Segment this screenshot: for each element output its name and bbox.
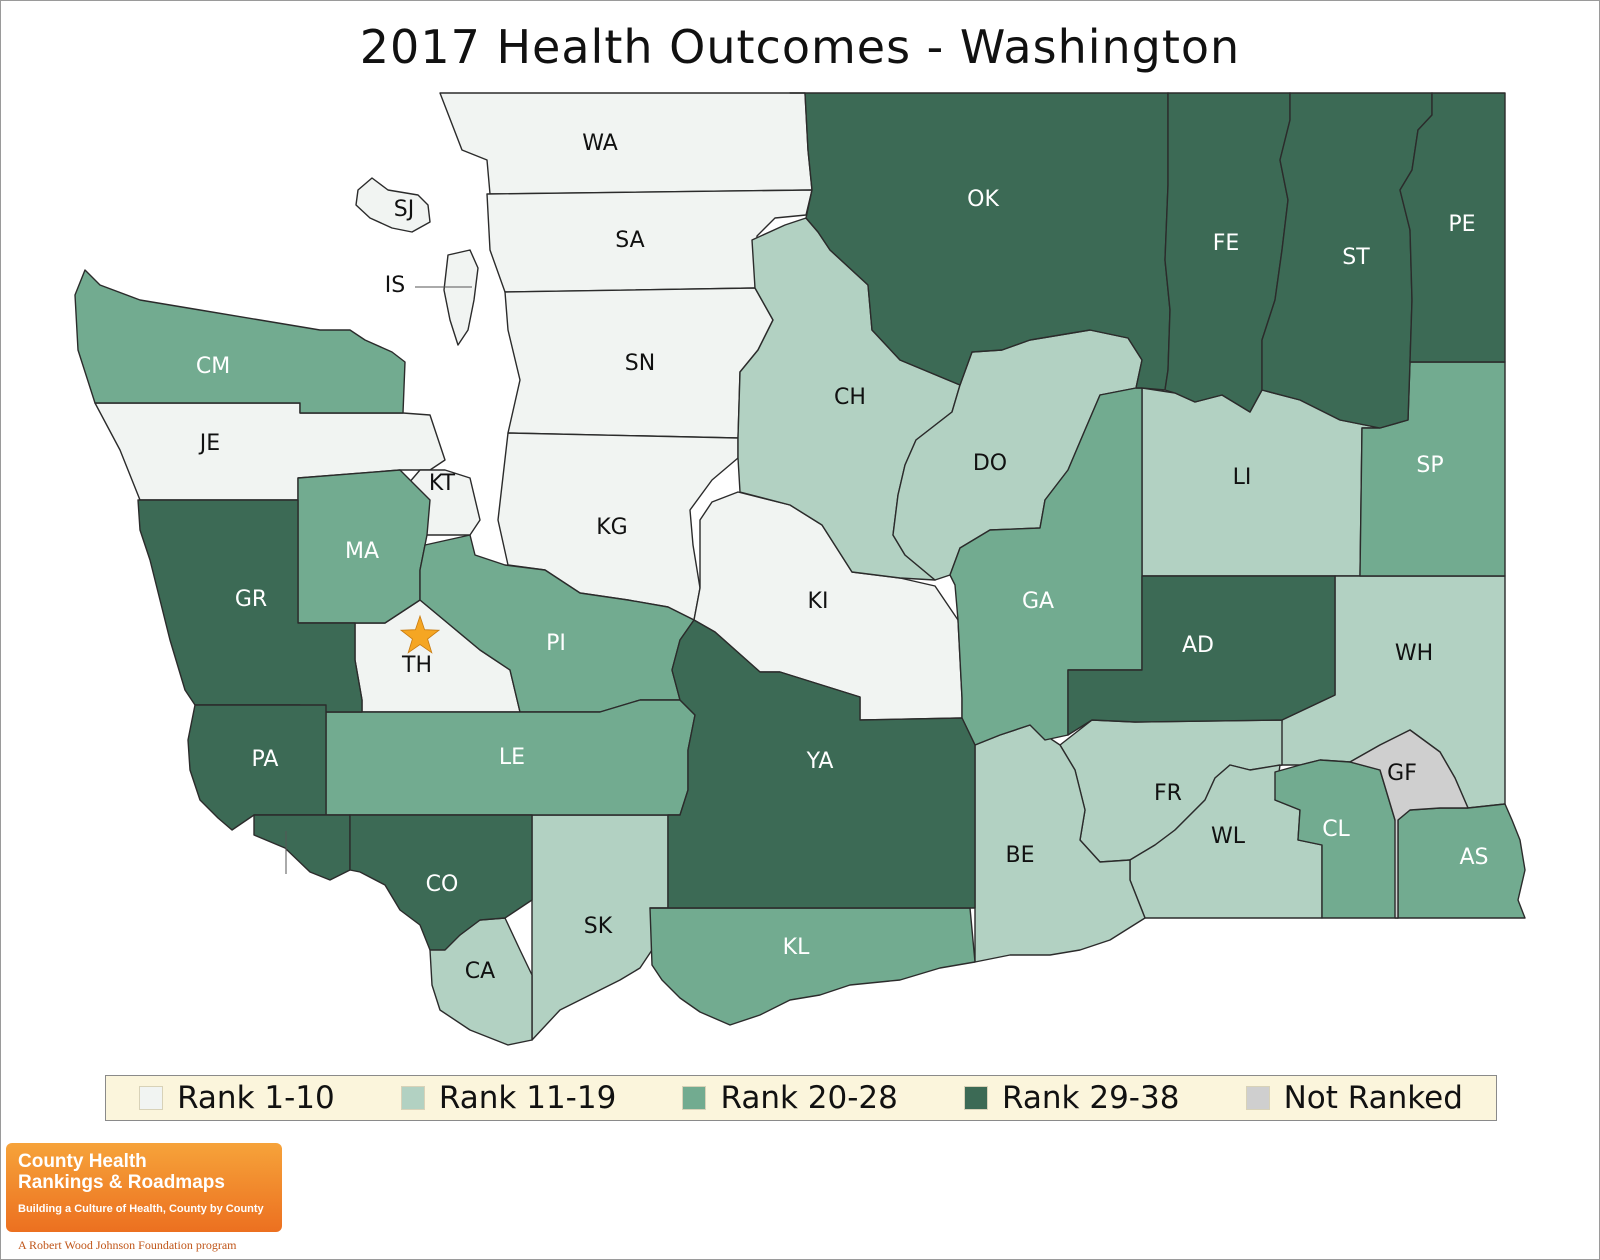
county-label-is: IS [385, 273, 405, 298]
county-label-li: LI [1233, 465, 1252, 490]
county-label-be: BE [1006, 843, 1035, 868]
county-pa[interactable] [187, 704, 327, 831]
county-cm[interactable] [74, 269, 406, 414]
county-label-ad: AD [1182, 633, 1214, 658]
county-label-ya: YA [806, 749, 834, 774]
county-label-kg: KG [596, 515, 627, 540]
county-label-ki: KI [808, 589, 829, 614]
county-label-ch: CH [834, 385, 866, 410]
logo-tagline: Building a Culture of Health, County by … [18, 1203, 264, 1215]
county-label-as: AS [1459, 845, 1488, 870]
legend-label: Rank 1-10 [177, 1080, 335, 1116]
county-label-cm: CM [196, 354, 230, 379]
county-label-wa: WA [582, 131, 618, 156]
county-label-pe: PE [1448, 212, 1475, 237]
county-label-le: LE [499, 745, 525, 770]
legend-label: Not Ranked [1283, 1080, 1463, 1116]
county-label-ga: GA [1022, 589, 1054, 614]
county-label-kt: KT [429, 471, 456, 496]
county-label-do: DO [973, 451, 1007, 476]
county-label-ca: CA [465, 959, 495, 984]
county-ya[interactable] [649, 619, 976, 909]
county-label-wk: WK [268, 875, 305, 900]
county-ad[interactable] [1067, 575, 1336, 736]
county-label-sn: SN [625, 351, 655, 376]
legend-item-rank-20-28: Rank 20-28 [682, 1080, 898, 1116]
county-label-fr: FR [1154, 781, 1182, 806]
county-label-wh: WH [1395, 641, 1433, 666]
legend-swatch [964, 1086, 989, 1110]
star-icon [399, 614, 441, 654]
county-label-fe: FE [1213, 231, 1240, 256]
county-label-th: TH [401, 653, 432, 678]
county-label-co: CO [426, 872, 459, 897]
county-pe[interactable] [1399, 92, 1506, 363]
logo-line-2: Rankings & Roadmaps [18, 1172, 225, 1193]
county-is[interactable] [443, 249, 479, 346]
county-wk[interactable] [253, 814, 351, 881]
county-label-sa: SA [615, 228, 644, 253]
map-title: 2017 Health Outcomes - Washington [359, 20, 1241, 74]
county-label-pa: PA [252, 747, 279, 772]
county-label-cl: CL [1322, 817, 1350, 842]
legend-label: Rank 29-38 [1002, 1080, 1180, 1116]
county-sj[interactable] [355, 177, 431, 233]
county-wa[interactable] [439, 92, 813, 195]
map-legend: Rank 1-10 Rank 11-19 Rank 20-28 Rank 29-… [105, 1075, 1497, 1121]
legend-swatch [1245, 1086, 1270, 1110]
county-label-st: ST [1342, 245, 1370, 270]
legend-item-rank-29-38: Rank 29-38 [964, 1080, 1179, 1116]
legend-item-rank-11-19: Rank 11-19 [400, 1080, 617, 1116]
county-health-rankings-logo[interactable]: County Health Rankings & Roadmaps Buildi… [6, 1143, 282, 1232]
county-label-ok: OK [967, 187, 999, 212]
county-co[interactable] [349, 814, 533, 951]
county-label-wl: WL [1211, 824, 1246, 849]
county-label-sj: SJ [394, 197, 414, 222]
legend-label: Rank 20-28 [720, 1080, 898, 1116]
foundation-credit: A Robert Wood Johnson Foundation program [18, 1238, 237, 1252]
legend-label: Rank 11-19 [438, 1080, 617, 1116]
legend-swatch [139, 1086, 164, 1110]
county-label-sk: SK [584, 914, 613, 939]
legend-swatch [400, 1086, 425, 1110]
legend-item-not-ranked: Not Ranked [1245, 1080, 1463, 1116]
county-label-kl: KL [783, 935, 810, 960]
county-label-ma: MA [345, 539, 379, 564]
county-label-pi: PI [546, 631, 566, 656]
legend-item-rank-1-10: Rank 1-10 [139, 1080, 335, 1116]
county-kl[interactable] [649, 907, 976, 1026]
legend-swatch [682, 1086, 707, 1110]
county-label-sp: SP [1416, 453, 1443, 478]
county-label-gf: GF [1387, 761, 1417, 786]
county-label-gr: GR [235, 587, 267, 612]
county-label-je: JE [198, 431, 220, 456]
county-gf[interactable] [1349, 729, 1469, 919]
logo-line-1: County Health [18, 1151, 147, 1172]
